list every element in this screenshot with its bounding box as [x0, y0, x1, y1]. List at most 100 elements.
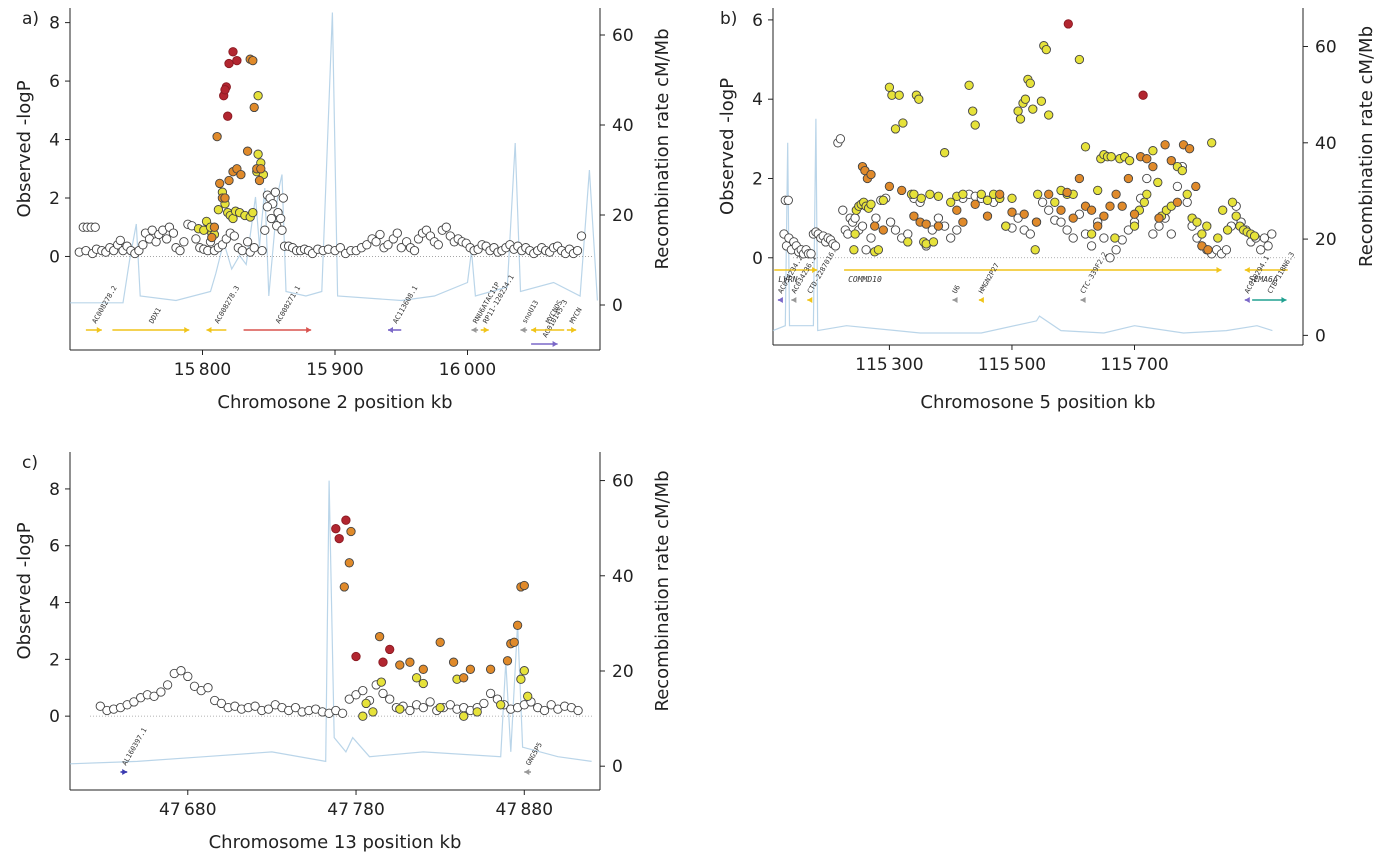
chart-panel-3: c) 0 2 4 6 8 0 20 40 60 47 680 47 780 47 880 Observed… — [14, 452, 673, 853]
yellow-point — [873, 245, 884, 255]
grey-point — [263, 704, 274, 714]
yellow-point — [1086, 229, 1097, 239]
gene-label: AC113608.1 — [391, 284, 419, 325]
panel-label: a) — [22, 9, 39, 29]
yellow-point — [1124, 155, 1135, 166]
grey-point — [385, 694, 395, 704]
yellow-point — [903, 237, 913, 247]
red-point — [331, 524, 341, 534]
yellow-point — [850, 229, 860, 239]
orange-point — [970, 199, 980, 209]
red-point — [334, 533, 344, 544]
red-point — [385, 644, 395, 655]
orange-point — [346, 526, 356, 537]
yellow-point — [933, 191, 944, 201]
grey-point — [1044, 205, 1054, 215]
yellow-point — [1028, 104, 1038, 114]
grey-point — [903, 229, 913, 239]
orange-point — [249, 102, 259, 113]
orange-point — [215, 178, 225, 189]
y2-axis-title: Recombination rate cM/Mb — [1356, 26, 1377, 267]
yellow-point — [1202, 221, 1212, 231]
yellow-point — [946, 197, 956, 207]
yellow-point — [516, 674, 526, 684]
orange-point — [224, 175, 234, 186]
gene-label: LVRN — [778, 275, 797, 284]
gene-arrow-icon — [1244, 297, 1250, 303]
gene-arrow-icon — [471, 327, 477, 333]
orange-point — [242, 146, 253, 156]
grey-point — [191, 234, 201, 244]
y-tick-label: 4 — [49, 131, 60, 151]
yellow-point — [435, 702, 445, 713]
yellow-point — [866, 199, 876, 209]
grey-point — [250, 701, 260, 711]
orange-point — [1172, 197, 1183, 207]
red-point — [1063, 19, 1073, 29]
grey-point — [409, 245, 420, 256]
orange-point — [1031, 217, 1042, 227]
orange-point — [884, 181, 895, 192]
gene-arrow-icon — [184, 327, 190, 333]
grey-point — [1267, 229, 1277, 239]
y2-tick-label: 20 — [1315, 230, 1337, 250]
grey-point — [203, 683, 213, 693]
yellow-point — [982, 195, 993, 205]
gene-arrow-icon — [552, 341, 558, 347]
y2-tick-label: 60 — [612, 472, 634, 492]
grey-point — [168, 228, 179, 238]
yellow-point — [898, 118, 908, 128]
yellow-point — [1142, 189, 1152, 199]
grey-point — [237, 245, 247, 256]
yellow-point — [1001, 221, 1011, 231]
red-point — [224, 58, 234, 69]
gene-label: AC008271.1 — [274, 284, 302, 325]
grey-point — [175, 245, 185, 256]
yellow-point — [1182, 189, 1192, 199]
red-point — [228, 47, 238, 57]
orange-point — [878, 225, 888, 235]
x-axis-title: Chromosome 13 position kb — [209, 832, 462, 853]
grey-point — [115, 235, 125, 246]
orange-point — [236, 169, 246, 180]
grey-point — [830, 241, 841, 251]
orange-point — [870, 221, 880, 231]
grey-point — [183, 671, 193, 682]
yellow-point — [958, 189, 968, 199]
grey-point — [405, 705, 415, 716]
yellow-point — [395, 704, 405, 714]
yellow-point — [1106, 152, 1116, 162]
grey-point — [1142, 173, 1152, 184]
yellow-point — [358, 711, 368, 721]
grey-point — [276, 213, 286, 224]
orange-point — [1111, 189, 1121, 199]
gene-label: SEMA6A — [1249, 275, 1278, 284]
yellow-point — [213, 205, 224, 215]
gene-label: HMGN2P27 — [977, 262, 1001, 295]
y-tick-label: 6 — [752, 11, 763, 31]
gene-arrow-icon — [791, 297, 797, 303]
yellow-point — [968, 106, 978, 116]
orange-point — [256, 164, 266, 174]
grey-point — [871, 213, 881, 223]
gene-arrow-icon — [524, 769, 530, 775]
gene-arrow-icon — [206, 327, 212, 333]
grey-point — [266, 213, 277, 224]
grey-point — [249, 243, 259, 253]
orange-point — [485, 664, 496, 674]
yellow-point — [1213, 233, 1223, 243]
yellow-point — [1218, 205, 1228, 215]
orange-point — [1044, 189, 1054, 199]
yellow-point — [1044, 110, 1054, 120]
orange-point — [866, 169, 876, 180]
orange-point — [509, 637, 519, 647]
gene-arrow-icon — [1216, 267, 1222, 273]
yellow-point — [964, 80, 974, 90]
grey-point — [861, 245, 871, 255]
orange-point — [1160, 140, 1170, 150]
panel-label: b) — [720, 9, 737, 29]
grey-point — [277, 225, 287, 235]
grey-point — [396, 243, 406, 253]
recombination-rate-line — [69, 480, 592, 765]
grey-point — [1056, 217, 1066, 227]
